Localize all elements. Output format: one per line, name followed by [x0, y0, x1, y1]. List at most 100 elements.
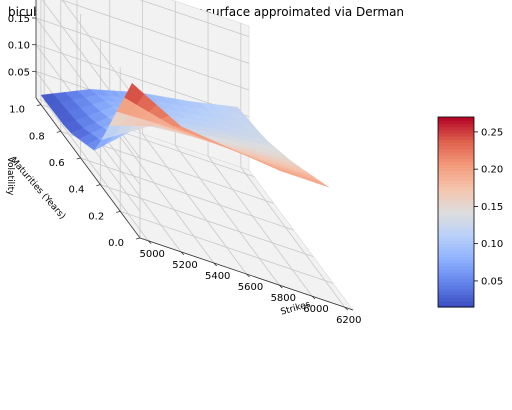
- colorbar-band: [438, 212, 474, 216]
- surface-patch: [308, 177, 329, 188]
- colorbar-band: [438, 218, 474, 223]
- grid-line-x: [240, 166, 346, 308]
- colorbar-band: [438, 164, 474, 169]
- colorbar-band: [438, 246, 474, 251]
- colorbar-band: [438, 186, 474, 191]
- grid-line-z: [61, 0, 141, 105]
- colorbar-band: [438, 145, 474, 150]
- colorbar-band: [438, 288, 474, 292]
- grid-line-y: [100, 184, 314, 258]
- colorbar-tick-label: 0.05: [481, 276, 503, 287]
- y-tick: [76, 157, 81, 160]
- colorbar-band: [438, 117, 474, 121]
- colorbar-band: [438, 215, 474, 219]
- x-tick: [278, 284, 283, 289]
- x-tick: [344, 306, 349, 311]
- x-tick-label: 6000: [303, 304, 328, 315]
- x-tick-label: 5200: [172, 260, 197, 271]
- grid-line-y: [120, 210, 334, 284]
- grid-line-x: [43, 100, 149, 242]
- y-axis-line: [35, 97, 141, 239]
- colorbar-band: [438, 269, 474, 273]
- colorbar-band: [438, 126, 474, 131]
- colorbar-band: [438, 291, 474, 295]
- y-tick-label: 0.4: [68, 185, 84, 196]
- z-tick-label: 0.10: [8, 41, 30, 52]
- colorbar-band: [438, 170, 474, 175]
- x-tick: [180, 251, 185, 256]
- colorbar-band: [438, 272, 474, 276]
- colorbar-band: [438, 193, 474, 197]
- colorbar-band: [438, 208, 474, 213]
- x-tick-label: 5800: [271, 293, 296, 304]
- axis-lines: [32, 0, 354, 311]
- colorbar-band: [438, 300, 474, 305]
- colorbar-band: [438, 284, 474, 289]
- z-tick-label: 0.05: [8, 67, 30, 78]
- x-tick: [246, 273, 250, 278]
- colorbar-band: [438, 139, 474, 143]
- colorbar-band: [438, 161, 474, 166]
- colorbar-band: [438, 250, 474, 254]
- colorbar-band: [438, 227, 474, 232]
- grid-line-x: [142, 133, 247, 275]
- y-tick-label: 0.0: [108, 238, 124, 249]
- colorbar-band: [438, 199, 474, 204]
- y-tick: [36, 104, 42, 107]
- colorbar-band: [438, 262, 474, 267]
- x-tick: [147, 240, 152, 245]
- z-tick-label: 0.15: [8, 14, 30, 25]
- y-tick: [56, 130, 61, 133]
- y-tick-label: 0.2: [88, 211, 104, 222]
- colorbar-frame: [437, 116, 475, 308]
- x-tick-label: 5600: [238, 282, 263, 293]
- colorbar-tick-label: 0.15: [481, 202, 503, 213]
- colorbar-band: [438, 174, 474, 178]
- colorbar-band: [438, 237, 474, 242]
- y-tick-label: 0.6: [49, 158, 65, 169]
- colorbar-tick-label: 0.10: [481, 239, 503, 250]
- y-tick: [116, 210, 121, 213]
- colorbar-band: [438, 265, 474, 270]
- y-tick-label: 1.0: [9, 105, 25, 116]
- x-tick-label: 5400: [205, 271, 230, 282]
- colorbar-band: [438, 221, 474, 226]
- x-tick: [311, 295, 316, 300]
- grid-line-y: [80, 157, 294, 231]
- colorbar-band: [438, 281, 474, 286]
- colorbar-tick-label: 0.25: [481, 127, 503, 138]
- colorbar-band: [438, 240, 474, 245]
- colorbar-band: [438, 158, 474, 162]
- colorbar-band: [438, 297, 474, 302]
- colorbar-band: [438, 278, 474, 283]
- x-tick: [213, 262, 218, 267]
- colorbar-band: [438, 259, 474, 264]
- grid-line-z: [35, 17, 250, 91]
- colorbar-band: [438, 253, 474, 257]
- colorbar-band: [438, 142, 474, 147]
- grid-line-x: [207, 155, 313, 297]
- x-tick-label: 6200: [336, 315, 361, 326]
- colorbar-band: [438, 148, 474, 153]
- y-tick: [96, 184, 101, 187]
- grid-line-x: [174, 144, 280, 286]
- colorbar-band: [438, 129, 474, 134]
- colorbar-band: [438, 231, 474, 235]
- colorbar-band: [438, 202, 474, 207]
- colorbar-band: [438, 177, 474, 181]
- y-tick-label: 0.8: [29, 131, 45, 142]
- colorbar-band: [438, 256, 474, 261]
- colorbar-band: [438, 189, 474, 194]
- z-axis-title: Volatility: [5, 157, 15, 197]
- colorbar-band: [438, 224, 474, 229]
- colorbar-band: [438, 303, 474, 308]
- grid-line-x: [109, 122, 215, 264]
- colorbar-band: [438, 294, 474, 299]
- colorbar-band: [438, 167, 474, 172]
- colorbar-tick-label: 0.20: [481, 165, 503, 176]
- colorbar-band: [438, 196, 474, 200]
- colorbar-band: [438, 180, 474, 185]
- colorbar-band: [438, 205, 474, 210]
- grid-line-z: [60, 0, 250, 64]
